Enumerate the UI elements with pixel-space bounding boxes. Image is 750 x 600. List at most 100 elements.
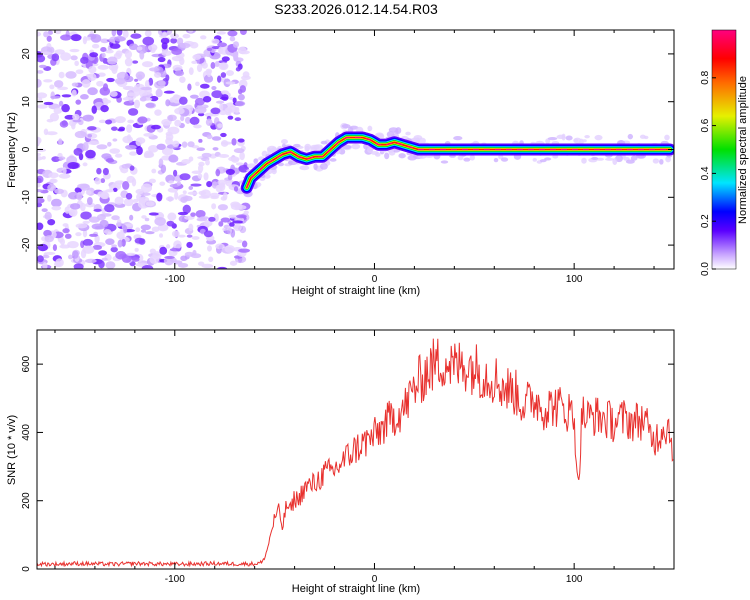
noise-speckle: [173, 260, 183, 265]
noise-speckle: [121, 163, 131, 169]
noise-speckle: [202, 95, 212, 103]
noise-speckle: [165, 99, 171, 107]
snr-panel: -100 0 100 0 200 400 600 Height of straight li…: [6, 329, 675, 595]
noise-speckle: [71, 122, 76, 130]
trace-speckle: [659, 158, 664, 165]
noise-speckle: [238, 248, 251, 253]
noise-speckle: [188, 156, 194, 162]
noise-speckle: [37, 175, 44, 184]
noise-speckle: [235, 66, 241, 72]
noise-speckle: [37, 78, 42, 88]
noise-speckle: [188, 223, 194, 232]
noise-speckle: [145, 102, 155, 108]
trace-speckle: [665, 156, 672, 163]
noise-speckle: [49, 84, 55, 90]
noise-speckle: [85, 190, 92, 195]
noise-speckle: [127, 119, 135, 124]
noise-speckle: [140, 224, 151, 231]
noise-speckle: [211, 90, 223, 99]
noise-speckle: [234, 117, 242, 122]
noise-speckle: [198, 138, 203, 143]
trace-speckle: [565, 135, 573, 141]
trace-speckle: [463, 157, 471, 162]
noise-speckle: [173, 169, 178, 177]
noise-speckle: [127, 92, 136, 97]
noise-speckle: [167, 114, 177, 122]
noise-speckle: [177, 211, 189, 216]
noise-speckle: [208, 216, 216, 222]
noise-speckle: [37, 104, 48, 109]
noise-speckle: [237, 46, 247, 55]
noise-speckle: [172, 140, 180, 147]
trace-speckle: [493, 157, 499, 163]
noise-speckle: [61, 94, 72, 98]
noise-speckle: [148, 178, 156, 184]
trace-speckle: [612, 158, 618, 166]
trace-speckle: [304, 145, 310, 152]
noise-speckle: [90, 33, 102, 43]
noise-speckle: [96, 167, 102, 175]
noise-speckle: [178, 96, 188, 105]
noise-speckle: [50, 95, 61, 99]
noise-speckle: [92, 244, 102, 250]
noise-speckle: [98, 250, 108, 256]
noise-speckle: [82, 114, 94, 122]
noise-speckle: [198, 161, 205, 167]
noise-speckle: [126, 124, 133, 133]
noise-speckle: [100, 46, 107, 53]
noise-speckle: [159, 246, 168, 255]
noise-speckle: [231, 138, 237, 146]
trace-speckle: [469, 154, 475, 161]
noise-speckle: [37, 222, 44, 231]
noise-speckle: [59, 120, 69, 128]
noise-speckle: [224, 245, 236, 253]
noise-speckle: [126, 252, 136, 256]
trace-speckle: [639, 134, 646, 139]
noise-speckle: [47, 30, 53, 35]
noise-speckle: [136, 193, 142, 201]
x-tick-label: 0: [372, 574, 378, 585]
noise-speckle: [91, 43, 100, 49]
noise-speckle: [149, 95, 159, 102]
trace-speckle: [342, 145, 352, 150]
noise-speckle: [203, 230, 214, 238]
noise-speckle: [220, 90, 229, 95]
noise-speckle: [177, 234, 186, 238]
y-tick-label: 400: [21, 424, 32, 441]
noise-speckle: [122, 97, 134, 101]
noise-speckle: [71, 89, 77, 97]
noise-speckle: [233, 148, 245, 154]
noise-speckle: [82, 141, 89, 151]
noise-speckle: [174, 191, 179, 200]
noise-speckle: [220, 72, 227, 78]
noise-speckle: [50, 198, 62, 208]
noise-speckle: [182, 204, 191, 214]
noise-speckle: [148, 67, 160, 72]
noise-speckle: [205, 159, 210, 166]
noise-speckle: [43, 229, 52, 237]
y-tick-label: 0: [21, 146, 32, 152]
trace-speckle: [539, 159, 547, 163]
noise-speckle: [46, 35, 52, 42]
noise-speckle: [159, 181, 166, 186]
noise-speckle: [191, 60, 198, 65]
colorbar-strip: [711, 29, 737, 270]
trace-speckle: [412, 137, 421, 143]
noise-speckle: [110, 246, 118, 253]
y-tick-label: -20: [21, 237, 32, 252]
noise-speckle: [187, 191, 198, 195]
noise-speckle: [234, 100, 246, 107]
noise-speckle: [236, 239, 243, 244]
noise-speckle: [174, 119, 182, 127]
noise-speckle: [62, 167, 67, 175]
noise-speckle: [70, 55, 78, 61]
noise-speckle: [145, 201, 155, 207]
noise-speckle: [99, 219, 109, 228]
noise-speckle: [229, 36, 236, 42]
noise-speckle: [75, 223, 88, 229]
noise-speckle: [80, 56, 89, 64]
noise-speckle: [71, 250, 79, 259]
noise-speckle: [72, 113, 80, 121]
noise-speckle: [203, 74, 214, 83]
